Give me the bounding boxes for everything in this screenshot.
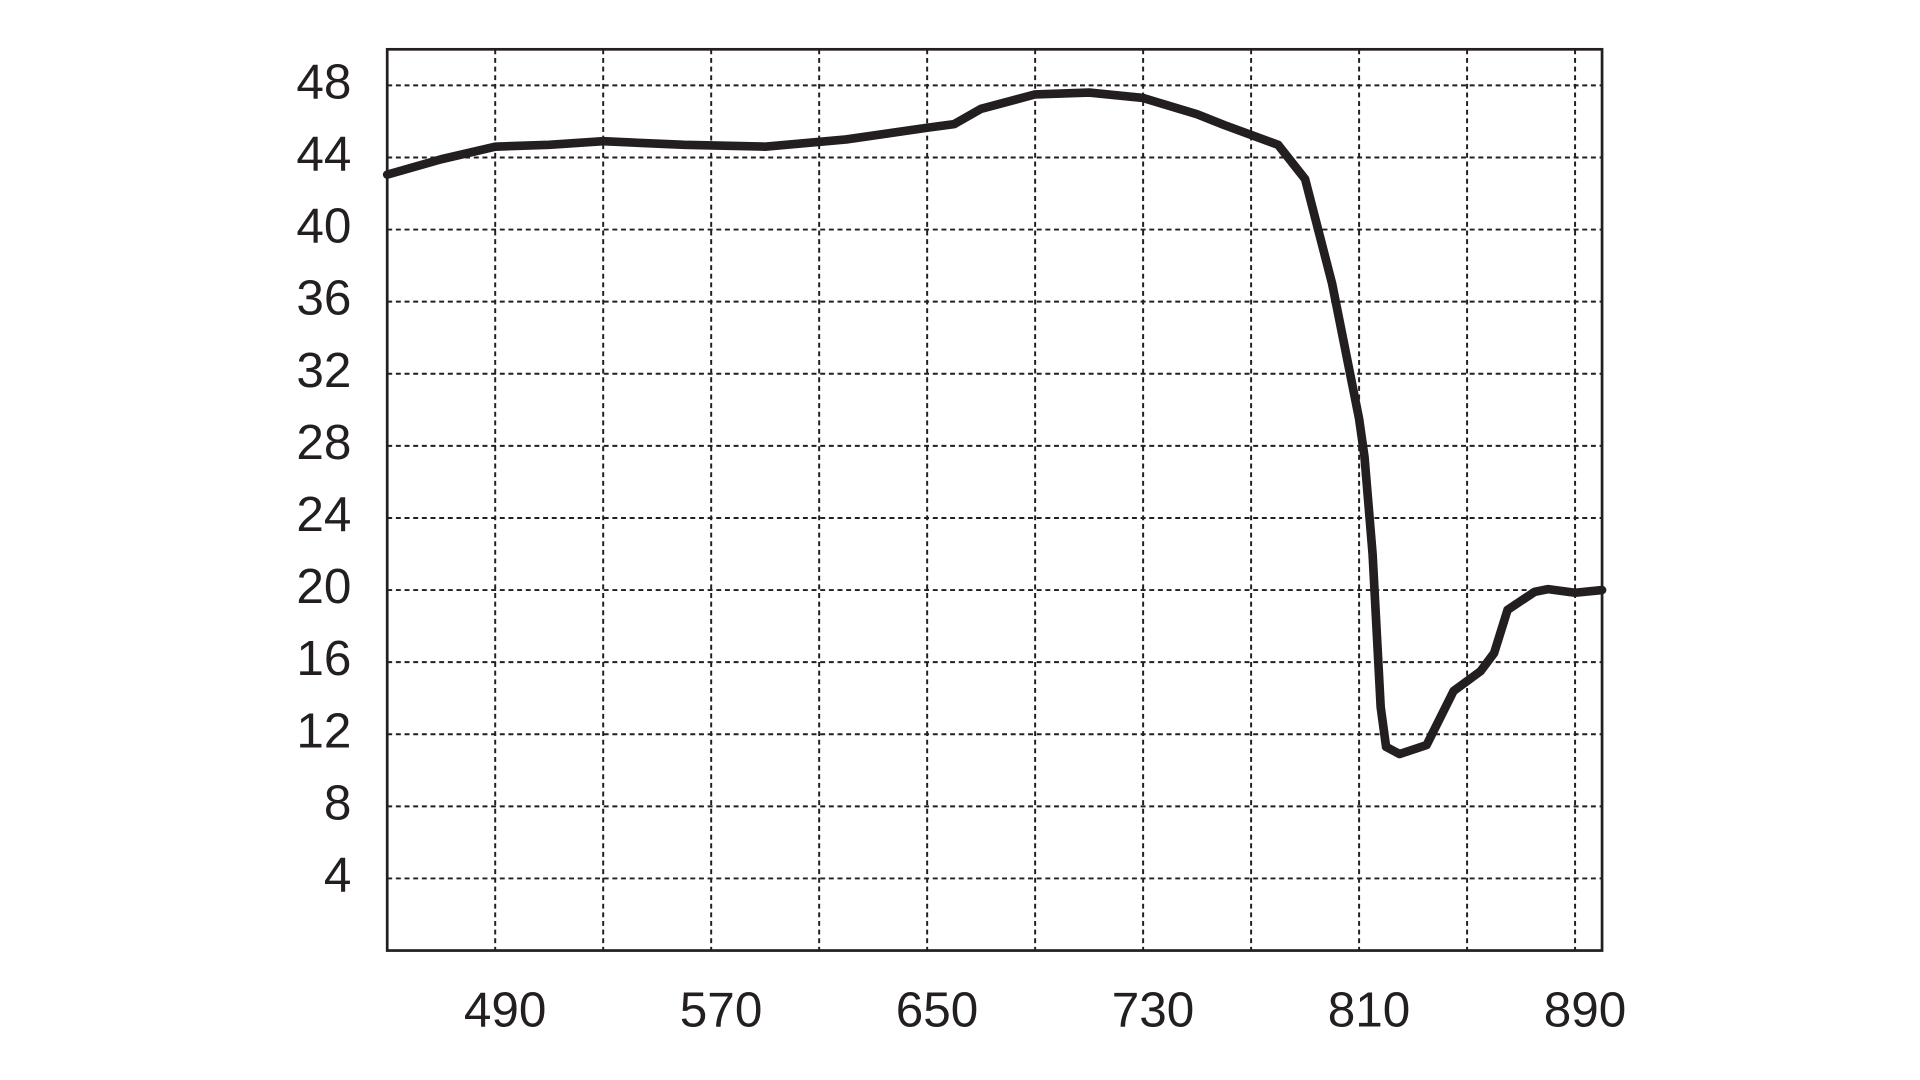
grid [387,49,1603,951]
x-tick-label: 730 [1112,983,1195,1038]
x-tick-label: 490 [464,983,547,1038]
x-tick-label: 890 [1544,983,1627,1038]
y-tick-label: 36 [296,271,351,326]
y-tick-label: 32 [296,343,351,398]
y-tick-label: 24 [296,487,351,542]
y-tick-label: 12 [296,703,351,758]
plot [382,88,1607,759]
y-tick-label: 44 [296,127,351,182]
y-tick-label: 28 [296,415,351,470]
y-tick-label: 4 [324,848,352,903]
x-tick-label: 650 [896,983,979,1038]
y-tick-label: 48 [296,54,351,109]
data-line [382,88,1607,759]
plot-frame [385,47,1604,952]
y-tick-label: 8 [324,775,352,830]
y-tick-label: 20 [296,559,351,614]
x-tick-label: 810 [1328,983,1411,1038]
x-tick-label: 570 [680,983,763,1038]
y-tick-label: 40 [296,199,351,254]
y-tick-label: 16 [296,631,351,686]
